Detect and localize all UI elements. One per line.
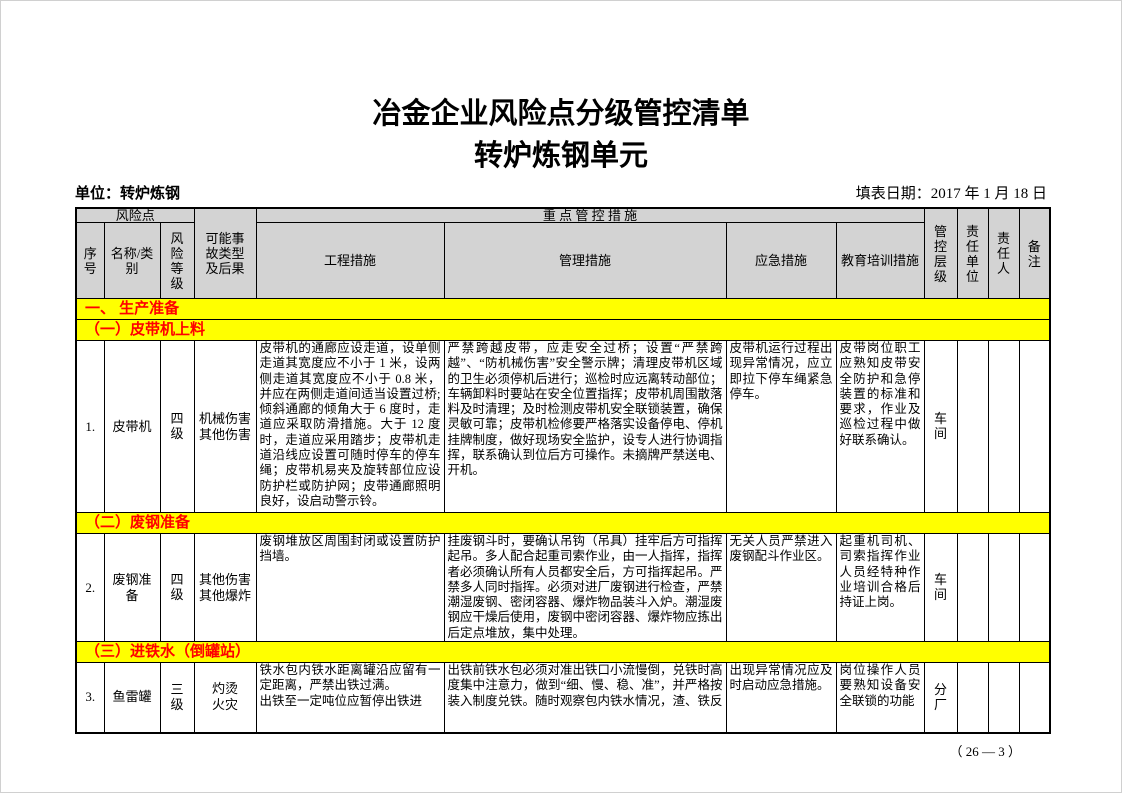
emergency-cell: 出现异常情况应及时启动应急措施。 [725,662,837,734]
responsible-unit-cell [956,662,989,734]
responsible-person-cell [987,662,1020,734]
emergency-cell: 皮带机运行过程出现异常情况，应立即拉下停车绳紧急停车。 [725,340,837,513]
seq-cell: 3. [75,662,105,734]
header-key-measures: 重 点 管 控 措 施 [255,207,925,223]
engineering-cell: 铁水包内铁水距离罐沿应留有一定距离，严禁出铁过满。 出铁至一定吨位应暂停出铁进 [255,662,445,734]
accident-type-cell: 其他伤害 其他爆炸 [193,532,257,643]
management-cell: 出铁前铁水包必须对准出铁口小流慢倒，兑铁时高度集中注意力，做到“细、慢、稳、准”… [443,662,727,734]
header-seq: 序号 [75,222,105,299]
header-accident-type: 可能事故类型及后果 [193,207,257,299]
management-cell: 严禁跨越皮带，应走安全过桥；设置“严禁跨越”、“防机械伤害”安全警示牌；清理皮带… [443,340,727,513]
header-emergency-measures: 应急措施 [725,222,837,299]
header-education-measures: 教育培训措施 [835,222,925,299]
section-hot-metal-station: （三）进铁水（倒罐站） [75,641,1051,664]
seq-cell: 2. [75,532,105,643]
remark-cell [1018,532,1051,643]
education-cell: 起重机司机、司索指挥作业人员经特种作业培训合格后持证上岗。 [835,532,925,643]
responsible-unit-cell [956,340,989,513]
unit-label: 单位：转炉炼钢 [75,185,181,202]
header-responsible-person: 责任人 [987,207,1020,299]
fill-date-label: 填表日期：2017 年 1 月 18 日 [855,186,1047,202]
risk-level-cell: 四级 [159,532,195,643]
risk-level-cell: 三级 [159,662,195,734]
accident-type-cell: 灼烫 火灾 [193,662,257,734]
table-row: 2. 废钢准备 四级 其他伤害 其他爆炸 废钢堆放区周围封闭或设置防护挡墙。 挂… [75,532,1051,643]
accident-type-cell: 机械伤害 其他伤害 [193,340,257,513]
engineering-cell: 废钢堆放区周围封闭或设置防护挡墙。 [255,532,445,643]
responsible-person-cell [987,532,1020,643]
header-engineering-measures: 工程措施 [255,222,445,299]
education-cell: 岗位操作人员要熟知设备安全联锁的功能 [835,662,925,734]
document-page: 冶金企业风险点分级管控清单 转炉炼钢单元 单位：转炉炼钢 填表日期：2017 年… [1,93,1121,760]
risk-level-cell: 四级 [159,340,195,513]
header-control-level: 管控层级 [923,207,958,299]
header-name-category: 名称/类别 [103,222,161,299]
header-risk-point: 风险点 [75,207,195,223]
name-cell: 废钢准备 [103,532,161,643]
header-responsible-unit: 责任单位 [956,207,989,299]
table-row: 1. 皮带机 四级 机械伤害 其他伤害 皮带机的通廊应设走道，设单侧走道其宽度应… [75,340,1051,513]
header-remark: 备注 [1018,207,1051,299]
name-cell: 皮带机 [103,340,161,513]
title-line-1: 冶金企业风险点分级管控清单 [372,98,750,130]
header-management-measures: 管理措施 [443,222,727,299]
name-cell: 鱼雷罐 [103,662,161,734]
section-belt-feeding: （一）皮带机上料 [75,319,1051,341]
responsible-person-cell [987,340,1020,513]
responsible-unit-cell [956,532,989,643]
document-title: 冶金企业风险点分级管控清单 转炉炼钢单元 [75,93,1047,177]
remark-cell [1018,662,1051,734]
header-risk-level: 风险等级 [159,222,195,299]
education-cell: 皮带岗位职工应熟知皮带安全防护和急停装置的标准和要求，作业及巡检过程中做好联系确… [835,340,925,513]
page-number: （ 26 — 3 ） [949,743,1021,759]
seq-cell: 1. [75,340,105,513]
risk-control-table: 风险点 可能事故类型及后果 重 点 管 控 措 施 管控层级 责任单位 责任人 … [75,207,1052,734]
table-row: 3. 鱼雷罐 三级 灼烫 火灾 铁水包内铁水距离罐沿应留有一定距离，严禁出铁过满… [75,662,1051,734]
meta-row: 单位：转炉炼钢 填表日期：2017 年 1 月 18 日 [75,181,1047,203]
control-level-cell: 车间 [923,532,958,643]
remark-cell [1018,340,1051,513]
title-line-2: 转炉炼钢单元 [473,140,648,172]
control-level-cell: 分厂 [923,662,958,734]
section-scrap-preparation: （二）废钢准备 [75,512,1051,534]
control-level-cell: 车间 [923,340,958,513]
management-cell: 挂废钢斗时，要确认吊钩（吊具）挂牢后方可指挥起吊。多人配合起重司索作业，由一人指… [443,532,727,643]
emergency-cell: 无关人员严禁进入废钢配斗作业区。 [725,532,837,643]
engineering-cell: 皮带机的通廊应设走道，设单侧走道其宽度应不小于 1 米，设两侧走道其宽度应不小于… [255,340,445,513]
section-production-preparation: 一、 生产准备 [75,298,1051,320]
